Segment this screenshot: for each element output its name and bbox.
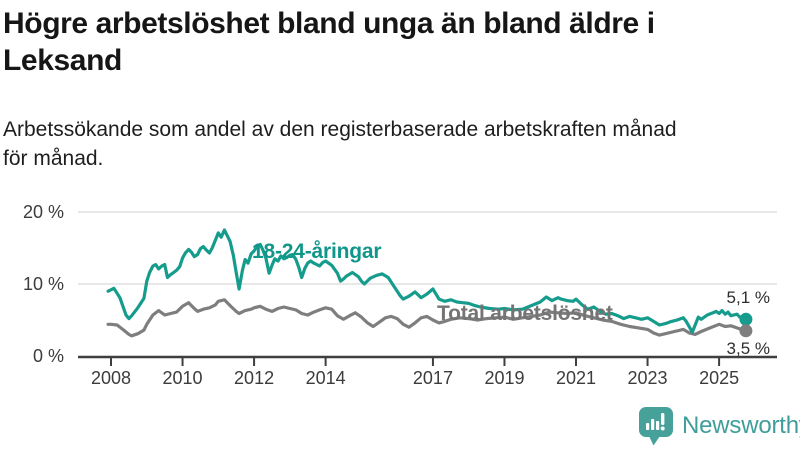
- y-tick-label: 0 %: [33, 346, 64, 366]
- chart-title: Högre arbetslöshet bland unga än bland ä…: [3, 5, 797, 79]
- x-tick-label: 2017: [413, 368, 453, 388]
- newsworthy-logo-icon: [639, 407, 673, 446]
- chart-title-line-2: Leksand: [3, 44, 122, 77]
- x-tick-label: 2012: [234, 368, 274, 388]
- series-line-total: [106, 298, 748, 338]
- x-tick-label: 2019: [484, 368, 524, 388]
- series-label-youth: 18-24-åringar: [252, 240, 381, 263]
- brand-footer: Newsworthy: [638, 405, 800, 447]
- series-end-value-total: 3,5 %: [727, 339, 770, 358]
- series-end-dot-youth: [739, 312, 753, 326]
- chart-subtitle: Arbetssökande som andel av den registerb…: [3, 115, 797, 173]
- x-tick-label: 2008: [91, 368, 131, 388]
- y-tick-label: 20 %: [23, 202, 64, 222]
- logo-bar-2: [651, 419, 655, 430]
- series-end-dot-total: [739, 324, 753, 338]
- brand-name: Newsworthy: [682, 412, 800, 439]
- x-tick-label: 2014: [306, 368, 346, 388]
- chart-subtitle-line-1: Arbetssökande som andel av den registerb…: [3, 118, 677, 141]
- logo-bar-3: [656, 421, 660, 430]
- logo-bubble-tail: [649, 436, 660, 446]
- chart-title-line-1: Högre arbetslöshet bland unga än bland ä…: [3, 7, 655, 40]
- x-tick-label: 2023: [628, 368, 668, 388]
- logo-exclamation-stem: [661, 413, 665, 425]
- chart-subtitle-line-2: för månad.: [3, 147, 104, 170]
- logo-exclamation-dot: [660, 426, 665, 431]
- logo-bar-1: [646, 423, 650, 430]
- x-tick-label: 2010: [163, 368, 203, 388]
- series-label-total: Total arbetslöshet: [437, 302, 613, 325]
- series-end-value-youth: 5,1 %: [727, 288, 770, 307]
- x-tick-label: 2021: [556, 368, 596, 388]
- y-tick-label: 10 %: [23, 274, 64, 294]
- series-line-youth: [106, 228, 748, 334]
- x-tick-label: 2025: [699, 368, 739, 388]
